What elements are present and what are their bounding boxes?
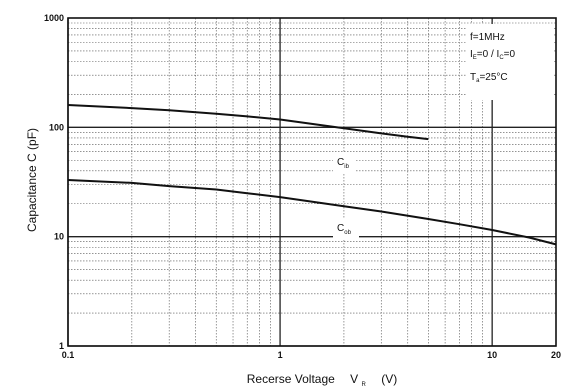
series-label-cib-bg bbox=[333, 153, 355, 173]
series-label-cib-main: C bbox=[337, 157, 344, 168]
x-axis-title-text: Recerse Voltage bbox=[247, 372, 335, 386]
series-line-cib bbox=[67, 104, 429, 141]
annotation-ic-symbol: =0 / I bbox=[477, 49, 500, 60]
x-tick-label: 20 bbox=[551, 350, 561, 360]
annotation-temp-symbol: T bbox=[470, 72, 476, 83]
y-tick-label: 10 bbox=[54, 232, 64, 242]
annotation-temp-value: =25°C bbox=[479, 72, 507, 83]
series-label-cob: Cob bbox=[333, 218, 359, 240]
series-label-cob-bg bbox=[333, 218, 359, 240]
annotation-ic-sub: C bbox=[499, 55, 504, 61]
x-axis-title: Recerse Voltage V R (V) bbox=[247, 372, 397, 388]
conditions-box-bg bbox=[466, 24, 554, 100]
x-tick-label: 0.1 bbox=[62, 350, 75, 360]
series-label-cob-text: Cob bbox=[337, 223, 352, 236]
x-axis-symbol: V bbox=[350, 372, 358, 386]
annotation-frequency-text: f=1MHz bbox=[470, 32, 505, 43]
annotation-frequency: f=1MHz bbox=[470, 32, 505, 43]
series-label-cib-text: Cib bbox=[337, 157, 350, 170]
series-label-cob-main: C bbox=[337, 223, 344, 234]
plot-frame bbox=[67, 17, 557, 347]
annotation-temp-sub: a bbox=[476, 78, 480, 84]
series-group bbox=[67, 104, 557, 246]
annotation-currents: IE=0 / IC=0 bbox=[470, 49, 515, 61]
series-label-cib-sub: ib bbox=[344, 164, 349, 170]
series-label-cib: Cib bbox=[333, 153, 355, 173]
annotation-ie-symbol: I bbox=[470, 49, 473, 60]
series-line-cob bbox=[67, 179, 557, 246]
series-label-cob-sub: ob bbox=[344, 230, 351, 236]
x-axis-symbol-sub: R bbox=[362, 382, 367, 388]
x-tick-label: 1 bbox=[278, 350, 283, 360]
y-tick-label: 1 bbox=[59, 341, 64, 351]
x-tick-label: 10 bbox=[487, 350, 497, 360]
conditions-box: f=1MHz IE=0 / IC=0 Ta=25°C bbox=[466, 24, 554, 100]
annotation-ie-sub: E bbox=[473, 55, 477, 61]
y-axis-title: Capacitance C (pF) bbox=[25, 128, 39, 232]
annotation-ic-value: =0 bbox=[504, 49, 516, 60]
annotation-temperature: Ta=25°C bbox=[470, 72, 508, 84]
y-tick-label: 1000 bbox=[44, 13, 64, 23]
y-tick-label: 100 bbox=[49, 122, 64, 132]
x-axis-unit: (V) bbox=[381, 372, 397, 386]
